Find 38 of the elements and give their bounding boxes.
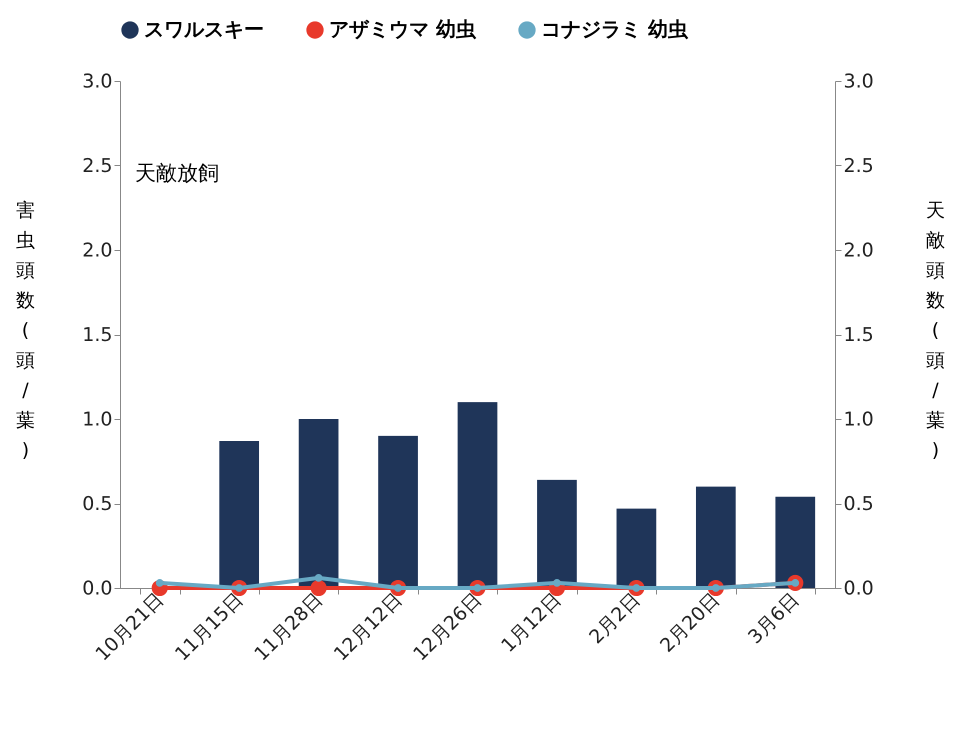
x-tick-label: 12月12日 [330,588,406,666]
bar [298,419,338,588]
y2-tick-label: 3.0 [844,70,874,92]
annotation: 天敵放飼 [135,161,219,185]
bar [616,508,656,588]
x-tick-label: 1月12日 [497,588,566,657]
y2-tick-label: 0.0 [844,578,874,600]
bar [378,436,418,588]
y-tick-label: 2.0 [82,240,112,262]
y2-tick-label: 1.5 [844,324,874,346]
point [156,579,164,587]
point [553,579,561,587]
y2-tick-label: 2.0 [844,240,874,262]
bar [458,402,498,588]
y2-tick-label: 1.0 [844,408,874,430]
y-tick-label: 0.5 [82,493,112,515]
y-tick-label: 3.0 [82,70,112,92]
legend-label: スワルスキー [144,17,264,42]
x-tick-label: 2月2日 [585,588,645,648]
y-tick-label: 2.5 [82,155,112,177]
x-tick-label: 11月15日 [170,588,248,666]
legend-label: コナジラミ 幼虫 [541,17,689,42]
x-tick-label: 12月26日 [409,588,486,666]
y-tick-label: 1.0 [82,408,112,430]
legend-label: アザミウマ 幼虫 [329,17,477,42]
bar [696,486,736,588]
point [314,574,322,582]
text: 天敵頭数(頭/葉) [926,200,945,462]
y2-tick-label: 0.5 [844,493,874,515]
y-tick-label: 1.5 [82,324,112,346]
bar [537,480,577,588]
y-tick-label: 0.0 [82,578,112,600]
y2-tick-label: 2.5 [844,155,874,177]
x-tick-label: 2月20日 [656,588,724,657]
text: 害虫頭数(頭/葉) [16,200,35,462]
x-tick-label: 11月28日 [250,588,327,666]
bar [775,496,816,588]
x-tick-label: 3月6日 [744,588,804,648]
